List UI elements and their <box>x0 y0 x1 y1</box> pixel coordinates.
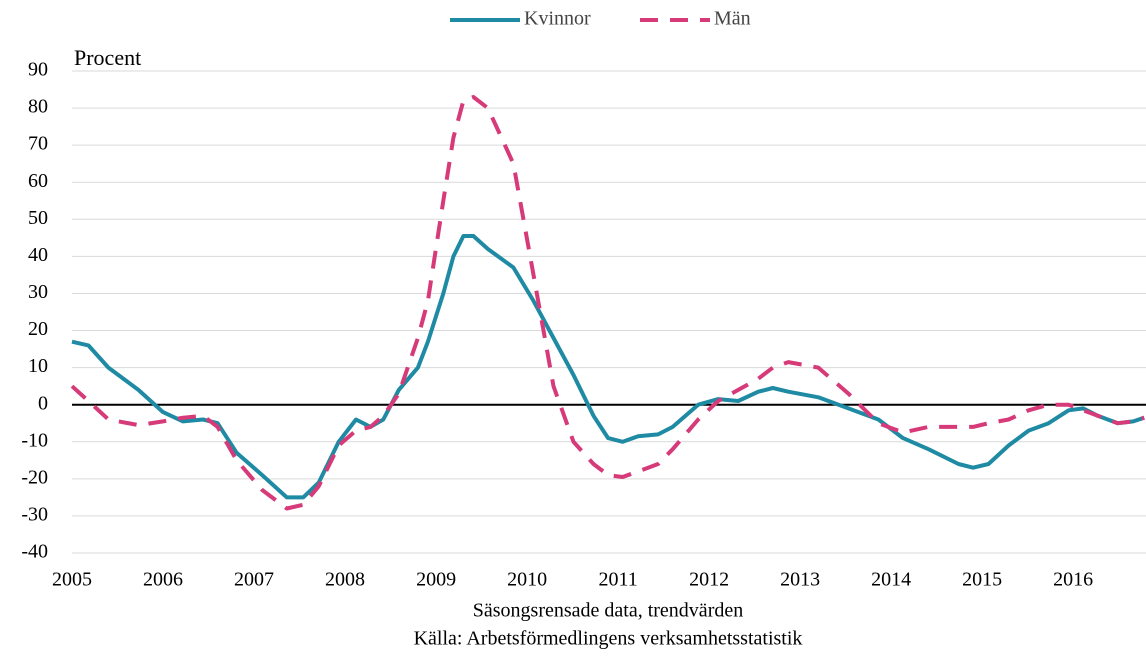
y-tick-label: -40 <box>21 541 48 563</box>
x-tick-label: 2010 <box>507 569 547 591</box>
x-tick-label: 2011 <box>598 569 637 591</box>
x-tick-label: 2015 <box>962 569 1002 591</box>
x-tick-label: 2012 <box>689 569 729 591</box>
y-tick-label: 60 <box>28 170 48 192</box>
x-tick-label: 2005 <box>52 569 92 591</box>
source: Källa: Arbetsförmedlingens verksamhetsst… <box>414 628 803 650</box>
y-tick-label: -30 <box>21 504 48 526</box>
y-tick-label: 10 <box>28 355 48 377</box>
x-tick-label: 2013 <box>780 569 820 591</box>
x-axis-label: Säsongsrensade data, trendvärden <box>473 600 743 622</box>
legend-label: Män <box>714 8 751 30</box>
y-tick-label: 90 <box>28 59 48 81</box>
line-series <box>71 234 1145 500</box>
y-tick-label: 50 <box>28 207 48 229</box>
x-tick-label: 2007 <box>234 569 274 591</box>
y-tick-label: -20 <box>21 466 48 488</box>
y-tick-label: 0 <box>38 392 48 414</box>
x-tick-label: 2014 <box>871 569 911 591</box>
line-series <box>70 95 1145 511</box>
legend-label: Kvinnor <box>524 8 591 30</box>
y-tick-label: -10 <box>21 429 48 451</box>
x-tick-label: 2008 <box>325 569 365 591</box>
y-tick-label: 40 <box>28 244 48 266</box>
x-tick-label: 2016 <box>1053 569 1093 591</box>
y-tick-label: 30 <box>28 281 48 303</box>
y-tick-label: 20 <box>28 318 48 340</box>
y-axis-label: Procent <box>74 45 141 70</box>
y-tick-label: 70 <box>28 133 48 155</box>
x-tick-label: 2009 <box>416 569 456 591</box>
y-tick-label: 80 <box>28 96 48 118</box>
x-tick-label: 2006 <box>143 569 183 591</box>
